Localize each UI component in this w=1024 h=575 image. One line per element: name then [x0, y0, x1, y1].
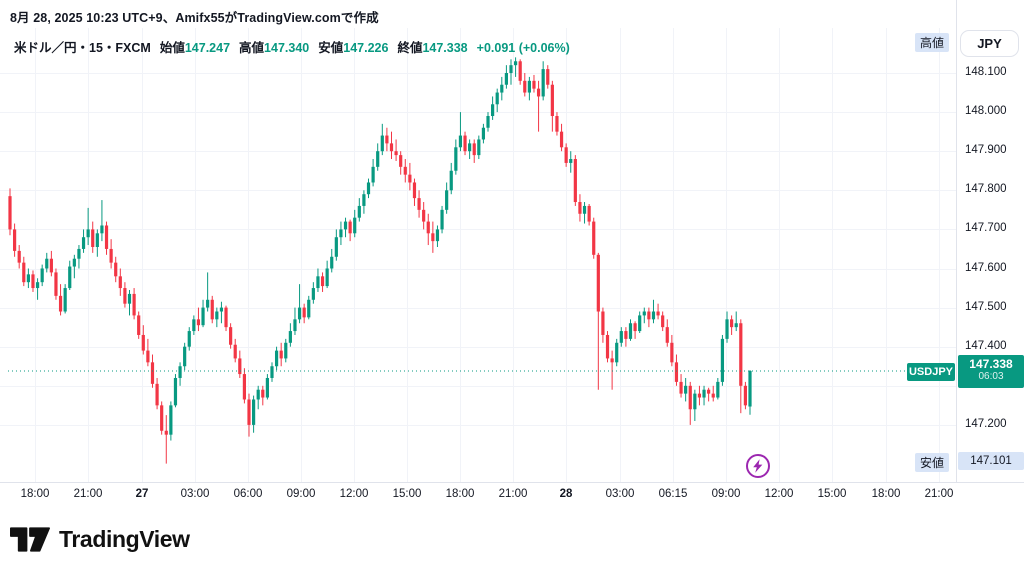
- price-axis-label: 148.000: [965, 105, 1007, 118]
- time-axis-label: 12:00: [764, 488, 794, 500]
- close-label: 終値: [397, 41, 423, 55]
- time-axis[interactable]: 18:00 21:00 27 03:00 06:00 09:00 12:00 15:00 18:…: [0, 482, 1024, 506]
- time-axis-label: 28: [559, 488, 573, 500]
- symbol-legend: 米ドル／円・15・FXCM 始値147.247 高値147.340 安値147.226…: [14, 37, 570, 56]
- tradingview-logo[interactable]: TradingView: [10, 526, 190, 553]
- change-value: +0.091 (+0.06%): [476, 41, 570, 55]
- session-low-marker: 安値: [915, 453, 950, 472]
- grid-lines: [0, 28, 956, 482]
- open-label: 始値: [159, 41, 185, 55]
- time-axis-label: 21:00: [73, 488, 103, 500]
- time-axis-label: 03:00: [180, 488, 210, 500]
- last-price-value: 147.338: [969, 357, 1013, 371]
- currency-toggle-button[interactable]: JPY: [960, 30, 1019, 57]
- lightning-icon: [746, 454, 770, 478]
- time-axis-label: 21:00: [498, 488, 528, 500]
- low-label: 安値: [318, 41, 344, 55]
- price-axis-label: 147.400: [965, 339, 1007, 352]
- footer: TradingView: [10, 516, 190, 562]
- chart-pane[interactable]: 米ドル／円・15・FXCM 始値147.247 高値147.340 安値147.226…: [0, 0, 956, 482]
- bar-countdown: 06:03: [978, 371, 1004, 382]
- tradingview-logo-icon: [10, 526, 50, 552]
- time-axis-label: 18:00: [20, 488, 50, 500]
- price-axis-label: 147.700: [965, 222, 1007, 235]
- time-axis-label: 21:00: [924, 488, 954, 500]
- time-axis-label: 27: [135, 488, 149, 500]
- time-axis-label: 03:00: [605, 488, 635, 500]
- price-axis-label: 147.600: [965, 261, 1007, 274]
- tradingview-logo-text: TradingView: [59, 525, 190, 552]
- price-axis-label: 147.500: [965, 300, 1007, 313]
- symbol-title: 米ドル／円・15・FXCM: [14, 41, 151, 55]
- time-axis-label: 12:00: [339, 488, 369, 500]
- session-low-price-label: 147.101: [958, 452, 1024, 470]
- last-price-tag: 147.338 06:03: [958, 355, 1024, 388]
- candles-layer: [8, 57, 752, 464]
- open-value: 147.247: [184, 41, 231, 55]
- price-axis-label: 147.800: [965, 183, 1007, 196]
- time-axis-label: 15:00: [392, 488, 422, 500]
- price-axis-label: 147.900: [965, 144, 1007, 157]
- price-axis-label: 147.200: [965, 417, 1007, 430]
- flash-publish-button[interactable]: [744, 452, 772, 480]
- close-value: 147.338: [422, 41, 468, 55]
- low-value: 147.226: [343, 41, 389, 55]
- time-axis-label: 18:00: [871, 488, 901, 500]
- time-axis-label: 09:00: [711, 488, 741, 500]
- candlestick-chart[interactable]: [0, 0, 956, 482]
- high-label: 高値: [239, 41, 265, 55]
- session-high-marker: 高値: [915, 33, 950, 52]
- time-axis-label: 06:00: [233, 488, 263, 500]
- price-axis-label: 148.100: [965, 66, 1007, 78]
- price-axis[interactable]: JPY 148.100 148.000 147.900 147.800 147.700 1…: [956, 0, 1024, 482]
- time-axis-label: 06:15: [658, 488, 688, 500]
- symbol-price-flag: USDJPY: [907, 363, 955, 381]
- time-axis-label: 18:00: [445, 488, 475, 500]
- high-value: 147.340: [264, 41, 310, 55]
- attribution-text: 8月 28, 2025 10:23 UTC+9、Amifx55がTradingV…: [10, 11, 379, 25]
- time-axis-label: 15:00: [817, 488, 847, 500]
- time-axis-label: 09:00: [286, 488, 316, 500]
